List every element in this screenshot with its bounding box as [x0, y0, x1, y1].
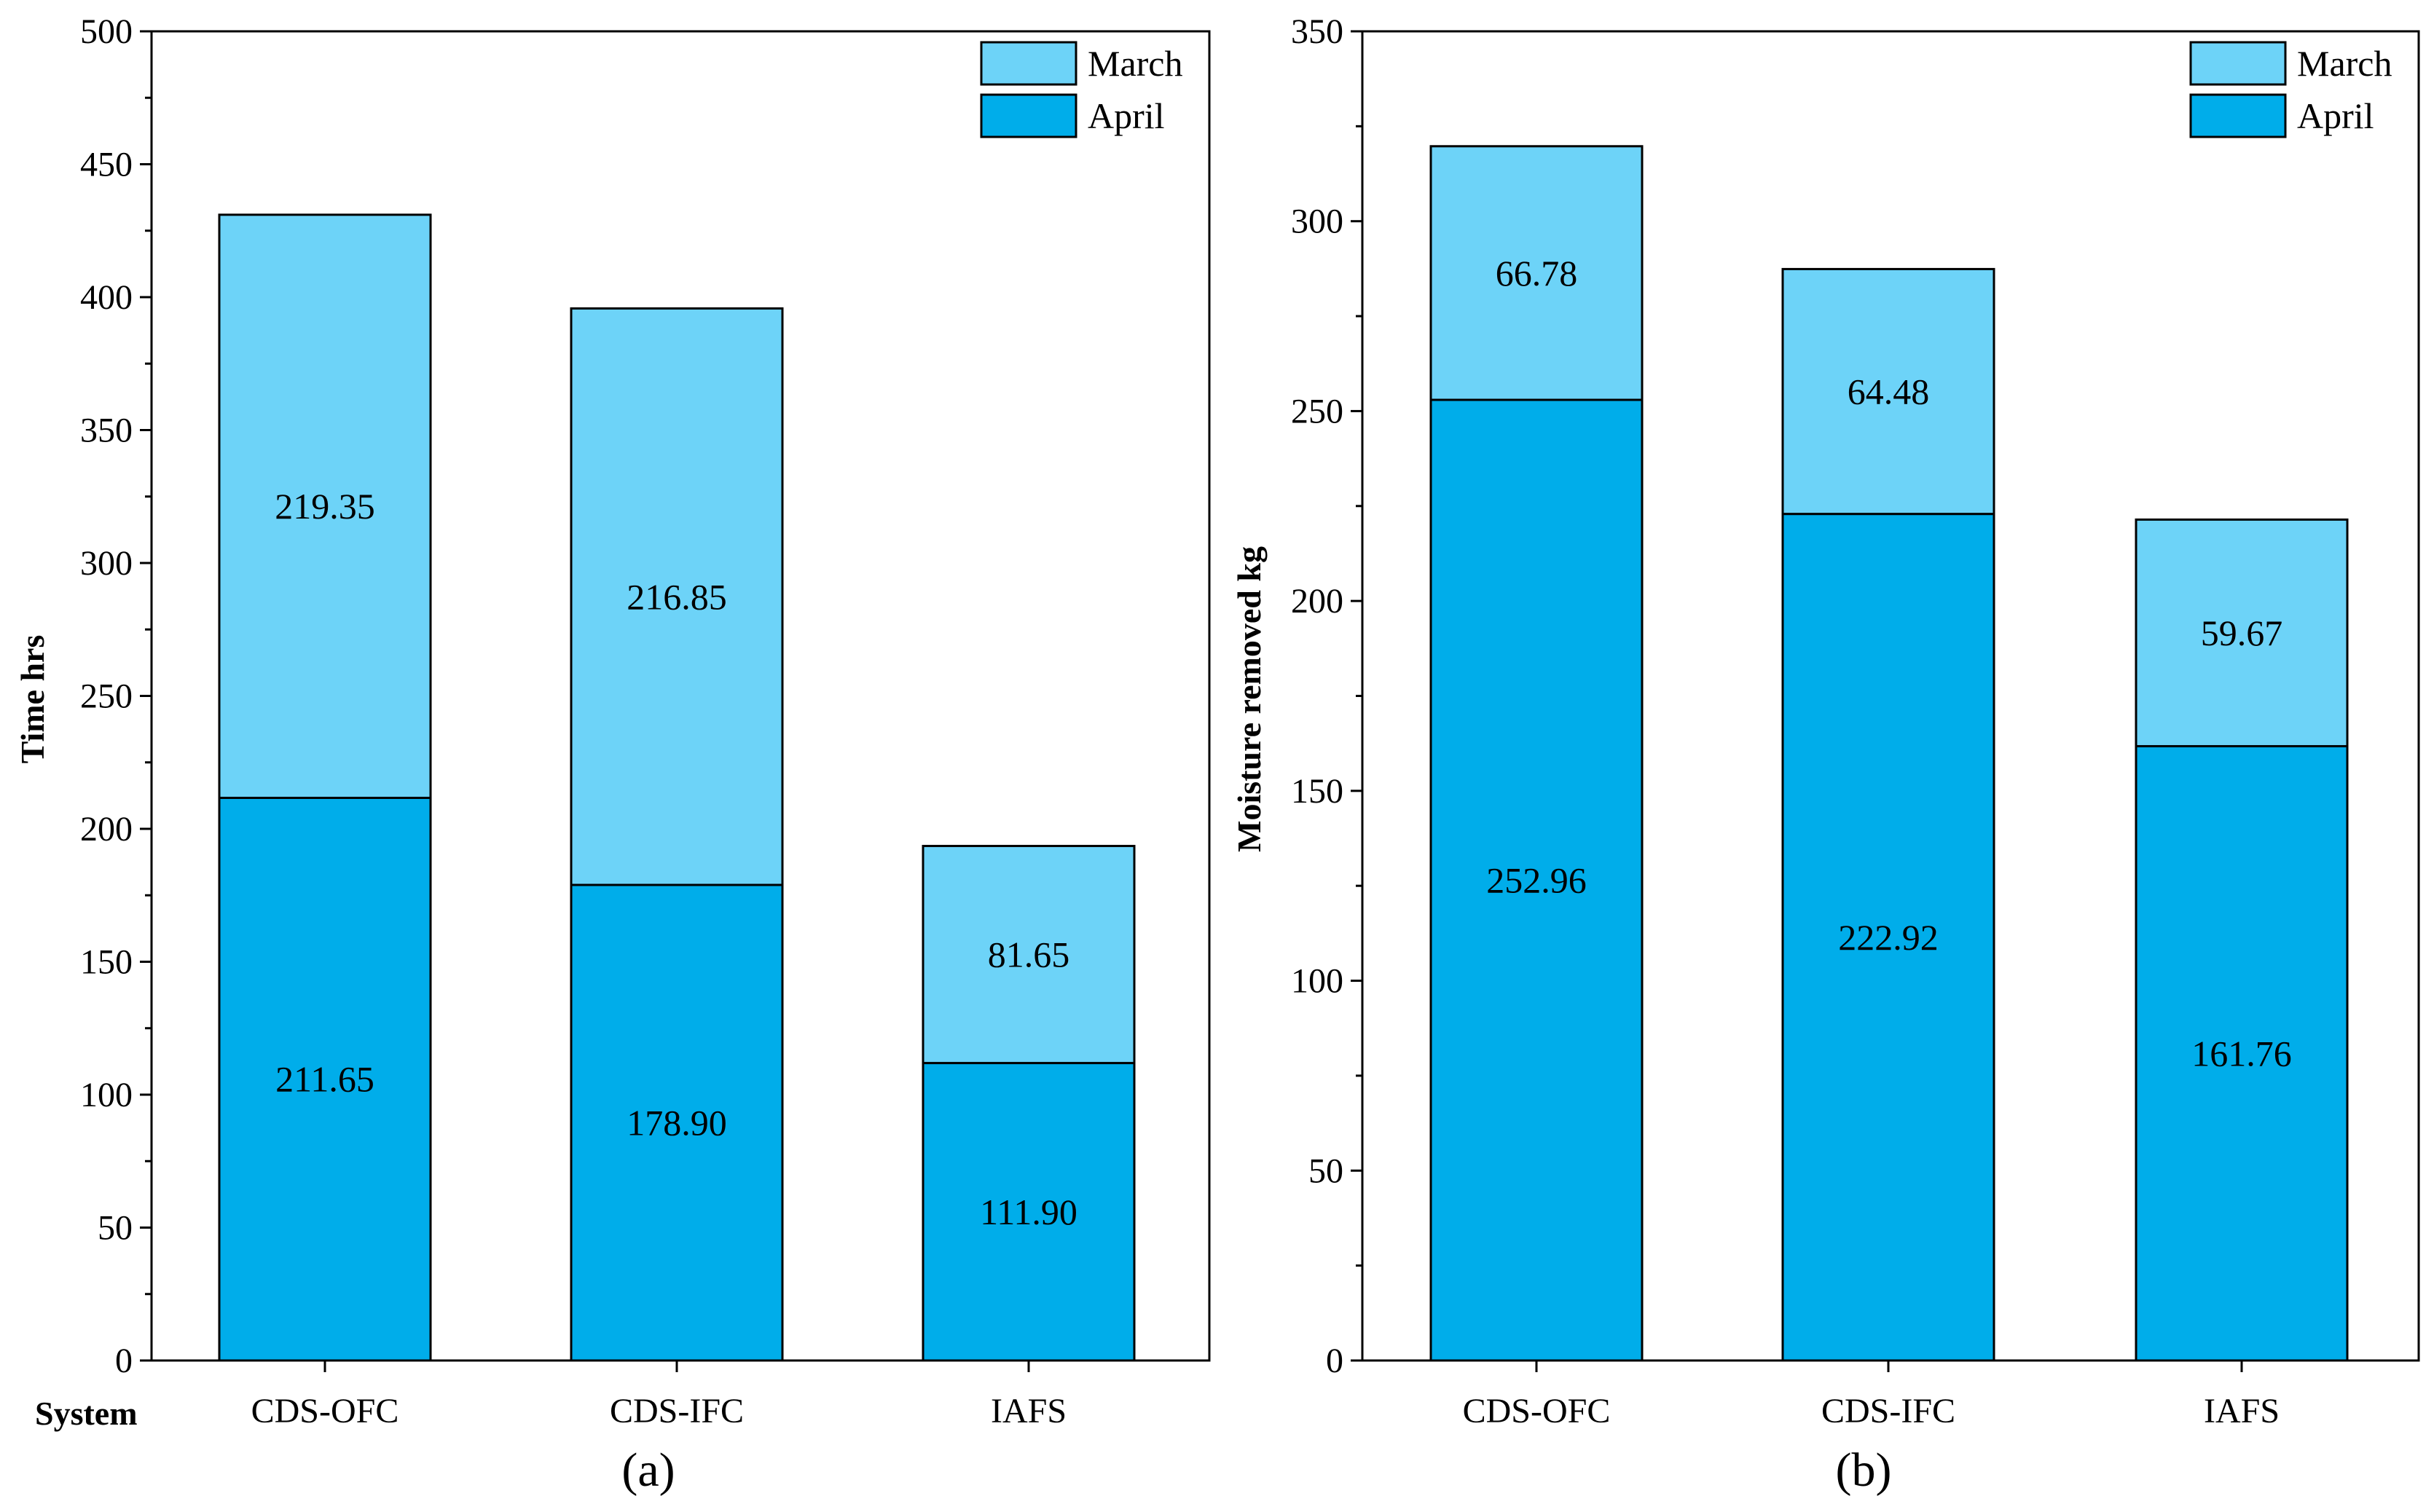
data-label-april-iafs: 111.90: [980, 1192, 1077, 1232]
data-label-april-iafs: 161.76: [2191, 1033, 2292, 1074]
panel-label: (a): [621, 1444, 675, 1497]
y-tick-label: 150: [80, 943, 133, 982]
bar-april-iafs: [2135, 745, 2349, 1362]
y-tick-label: 450: [80, 146, 133, 184]
y-axis-title: Moisture removed kg: [1230, 546, 1268, 852]
y-tick-label: 50: [1308, 1151, 1343, 1190]
y-tick-label: 300: [80, 544, 133, 583]
category-label-cds-ofc: CDS-OFC: [251, 1392, 399, 1430]
legend-swatch-march: [980, 41, 1077, 86]
data-label-march-cds-ifc: 64.48: [1848, 371, 1930, 412]
y-tick-label: 100: [1291, 962, 1343, 1001]
system-label: System: [35, 1395, 138, 1432]
chart-panel-a: 211.65 219.35 CDS-OFC 178.90 216.85 CDS-IFC 11…: [14, 12, 1211, 1497]
y-tick-label: 200: [80, 810, 133, 848]
data-label-april-cds-ofc: 252.96: [1486, 859, 1587, 900]
category-label-cds-ifc: CDS-IFC: [1821, 1392, 1955, 1430]
legend-swatch-april: [980, 93, 1077, 138]
y-tick-label: 500: [80, 12, 133, 51]
data-label-april-cds-ifc: 178.90: [627, 1103, 727, 1143]
category-label-iafs: IAFS: [991, 1392, 1067, 1430]
legend: March April: [2189, 41, 2392, 138]
y-tick-label: 0: [115, 1342, 133, 1380]
y-tick-label: 50: [98, 1209, 133, 1248]
bar-march-cds-ifc: [570, 307, 784, 886]
bar-april-cds-ofc: [218, 796, 432, 1362]
category-label-cds-ifc: CDS-IFC: [610, 1392, 744, 1430]
chart-panel-b: 252.96 66.78 CDS-OFC 222.92 64.48 CDS-IFC 161.…: [1230, 12, 2420, 1497]
data-label-march-iafs: 59.67: [2201, 613, 2283, 653]
y-tick-label: 100: [80, 1076, 133, 1114]
bar-april-iafs: [922, 1062, 1136, 1362]
panel-label: (b): [1836, 1444, 1892, 1497]
bar-march-iafs: [2135, 518, 2349, 748]
y-tick-label: 150: [1291, 772, 1343, 811]
y-tick-label: 350: [1291, 12, 1343, 51]
legend-label-april: April: [1088, 95, 1165, 136]
category-label-cds-ofc: CDS-OFC: [1463, 1392, 1611, 1430]
y-tick-label: 0: [1326, 1342, 1343, 1380]
legend-label-march: March: [1088, 43, 1183, 84]
y-tick-label: 200: [1291, 582, 1343, 621]
bar-march-cds-ofc: [1429, 145, 1644, 401]
y-tick-label: 300: [1291, 202, 1343, 241]
bar-march-cds-ofc: [218, 213, 432, 799]
bar-april-cds-ofc: [1429, 398, 1644, 1362]
bar-march-iafs: [922, 845, 1136, 1065]
y-axis-title: Time hrs: [14, 635, 51, 764]
legend-swatch-april: [2189, 93, 2287, 138]
bar-march-cds-ifc: [1781, 267, 1995, 516]
data-label-march-cds-ofc: 219.35: [275, 486, 375, 527]
data-label-march-cds-ofc: 66.78: [1496, 253, 1578, 294]
data-label-april-cds-ifc: 222.92: [1838, 917, 1939, 958]
category-label-iafs: IAFS: [2204, 1392, 2280, 1430]
legend-label-april: April: [2297, 95, 2374, 136]
data-label-march-cds-ifc: 216.85: [627, 576, 727, 617]
legend-swatch-march: [2189, 41, 2287, 86]
y-tick-label: 250: [80, 677, 133, 716]
legend: March April: [980, 41, 1183, 138]
y-tick-label: 400: [80, 278, 133, 317]
data-label-march-iafs: 81.65: [988, 934, 1070, 975]
data-label-april-cds-ofc: 211.65: [275, 1059, 374, 1100]
legend-label-march: March: [2297, 43, 2392, 84]
bar-april-cds-ifc: [1781, 513, 1995, 1362]
y-tick-label: 250: [1291, 392, 1343, 430]
y-tick-label: 350: [80, 412, 133, 450]
